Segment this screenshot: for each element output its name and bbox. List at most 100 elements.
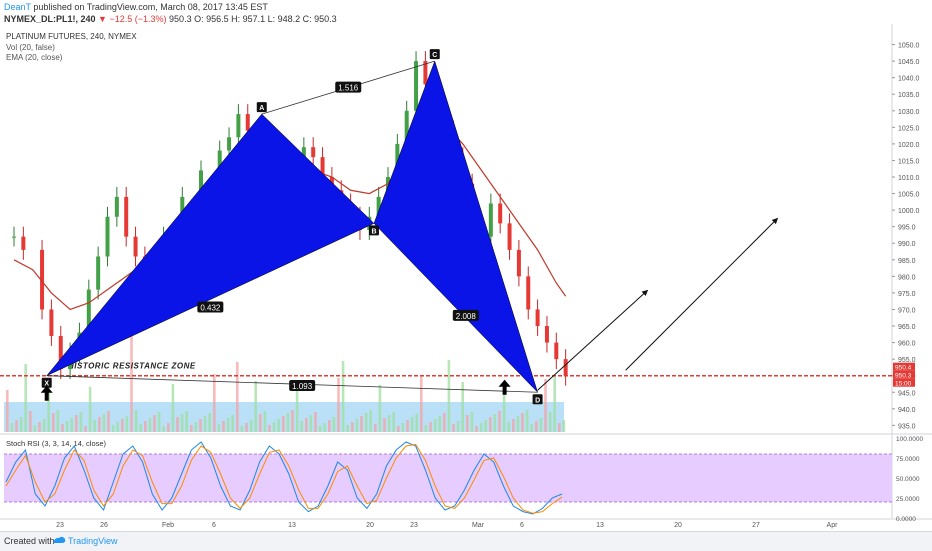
y-tick-label: 1020.0 xyxy=(898,142,920,149)
y-tick-label: 1035.0 xyxy=(898,92,920,99)
x-tick-label: 27 xyxy=(752,522,760,529)
volume-histogram xyxy=(4,327,566,432)
price-candle-body xyxy=(414,61,419,111)
price-candle-body xyxy=(423,61,428,85)
volume-bar xyxy=(360,416,363,432)
volume-bar xyxy=(217,424,221,432)
price-candle-body xyxy=(236,114,241,138)
pattern-point-marker xyxy=(429,49,440,60)
volume-bar xyxy=(10,423,14,432)
resistance-zone-label: HISTORIC RESISTANCE ZONE xyxy=(68,362,196,371)
tradingview-brand[interactable]: TradingView xyxy=(68,536,118,546)
volume-bar xyxy=(507,422,510,432)
volume-bar xyxy=(102,414,106,432)
volume-bar xyxy=(466,415,469,432)
volume-bar xyxy=(56,410,60,432)
volume-bar xyxy=(337,378,340,432)
indicator-label: Vol (20, false) xyxy=(6,43,55,52)
price-label-bg xyxy=(893,362,915,371)
volume-bar xyxy=(539,418,543,432)
symbol-name: NYMEX_DL:PL1!, 240 xyxy=(4,14,96,24)
volume-bar xyxy=(222,421,225,432)
x-tick-label: 13 xyxy=(596,522,604,529)
volume-bar xyxy=(548,412,552,432)
volume-bar xyxy=(47,380,50,432)
chart-title: PLATINUM FUTURES, 240, NYMEX xyxy=(6,32,137,41)
volume-bar xyxy=(79,412,83,432)
volume-bar xyxy=(535,421,538,432)
volume-bar xyxy=(521,413,524,432)
volume-bar xyxy=(249,420,253,432)
price-candle-body xyxy=(535,309,540,327)
volume-bar xyxy=(479,423,483,432)
y-tick-label: 965.0 xyxy=(898,324,916,331)
x-tick-label: Feb xyxy=(162,522,174,529)
price-candle-body xyxy=(544,326,549,343)
price-candle-body xyxy=(217,150,222,171)
volume-bar xyxy=(268,425,271,432)
y-tick-label: 1010.0 xyxy=(898,175,920,182)
volume-bar xyxy=(98,417,101,432)
ratio-label: 0.432 xyxy=(200,304,221,313)
volume-bar xyxy=(93,420,96,432)
volume-bar xyxy=(213,374,216,432)
volume-bar xyxy=(374,424,377,432)
volume-bar xyxy=(397,426,400,432)
x-tick-label: 6 xyxy=(212,522,216,529)
volume-bar xyxy=(231,415,234,432)
volume-bar xyxy=(254,381,257,432)
publish-text: published on TradingView.com, March 08, … xyxy=(33,2,268,12)
footer-bar: Created with TradingView xyxy=(0,531,932,551)
price-candle-body xyxy=(124,196,129,237)
volume-bar xyxy=(470,412,474,432)
volume-bar xyxy=(378,385,382,432)
ratio-label-bg xyxy=(335,81,362,93)
price-candle-body xyxy=(526,276,531,310)
y-tick-label: 955.0 xyxy=(898,357,916,364)
volume-bar xyxy=(452,424,455,432)
pattern-point-marker xyxy=(368,225,379,236)
stoch-y-tick-label: 75.0000 xyxy=(896,456,920,463)
volume-bar xyxy=(199,419,202,432)
y-tick-label: 940.0 xyxy=(898,407,916,414)
volume-bar xyxy=(208,413,211,432)
volume-bar xyxy=(190,425,193,432)
volume-bar xyxy=(65,421,69,432)
price-candle-body xyxy=(320,157,325,178)
volume-bar xyxy=(387,415,391,432)
volume-bar xyxy=(259,414,262,432)
harmonic-pattern: 1.516 0.432 2.008 1.093 X A B C D xyxy=(41,49,543,405)
pattern-point-label: B xyxy=(371,228,376,235)
stoch-line-k xyxy=(5,441,563,515)
price-candle-body xyxy=(404,110,409,144)
volume-bar xyxy=(341,361,345,432)
volume-bar xyxy=(107,411,110,432)
projection-arrow-2 xyxy=(625,217,779,371)
y-tick-label: 1050.0 xyxy=(898,43,920,50)
pattern-bcd-triangle xyxy=(373,60,538,393)
volume-bar xyxy=(203,416,207,432)
volume-bar xyxy=(558,423,561,432)
volume-bar xyxy=(171,384,175,432)
price-candle-body xyxy=(21,236,26,250)
pattern-point-marker xyxy=(532,394,543,405)
volume-bar xyxy=(70,418,73,432)
price-label-bg xyxy=(893,370,915,379)
volume-bar xyxy=(498,411,501,432)
price-candle-body xyxy=(376,196,381,217)
projection-arrow-1 xyxy=(537,289,649,391)
x-tick-label: 6 xyxy=(520,522,524,529)
volume-bar xyxy=(84,426,87,432)
volume-bar xyxy=(300,421,303,432)
up-arrow-icon xyxy=(498,379,511,395)
author-link[interactable]: DeanT xyxy=(4,2,31,12)
symbol-info: NYMEX_DL:PL1!, 240 ▼ −12.5 (−1.3%) 950.3… xyxy=(4,14,337,24)
pattern-point-label: X xyxy=(44,381,49,388)
price-candle-body xyxy=(516,249,521,277)
volume-bar xyxy=(383,418,386,432)
stoch-y-tick-label: 25.0000 xyxy=(896,496,920,503)
volume-bar xyxy=(180,414,184,432)
price-candle-body xyxy=(227,137,232,151)
volume-bar xyxy=(111,425,115,432)
chart-canvas[interactable]: PLATINUM FUTURES, 240, NYMEX Vol (20, fal… xyxy=(0,0,932,531)
